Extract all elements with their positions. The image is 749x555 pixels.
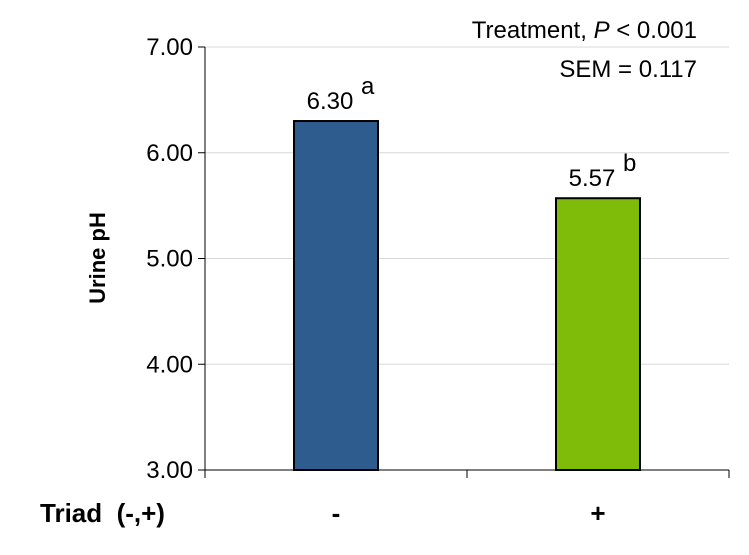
annotation-suffix: < 0.001 bbox=[610, 17, 697, 44]
sem-annotation: SEM = 0.117 bbox=[559, 56, 697, 83]
x-category-label: + bbox=[590, 498, 605, 528]
y-tick-label: 3.00 bbox=[146, 457, 193, 484]
y-tick-label: 7.00 bbox=[146, 34, 193, 61]
y-tick-label: 6.00 bbox=[146, 140, 193, 167]
x-axis-title: Triad (-,+) bbox=[40, 498, 165, 528]
significance-letter: b bbox=[623, 150, 636, 177]
gridlines bbox=[205, 46, 729, 365]
bar-value-label: 6.30 bbox=[307, 88, 354, 115]
labels: 3.00 4.00 5.00 6.00 7.00 6.30 a - 5.57 b + bbox=[146, 34, 636, 528]
bars bbox=[293, 120, 641, 472]
y-axis-label: Urine pH bbox=[85, 212, 110, 304]
annotation-prefix: Treatment, bbox=[472, 17, 594, 44]
bar bbox=[555, 197, 641, 471]
axes bbox=[198, 46, 730, 478]
bar bbox=[293, 120, 379, 472]
y-tick-label: 5.00 bbox=[146, 246, 193, 273]
significance-letter: a bbox=[361, 73, 375, 100]
annotation-p-symbol: P bbox=[594, 17, 610, 44]
y-tick-label: 4.00 bbox=[146, 351, 193, 378]
treatment-p-annotation: Treatment, P < 0.001 bbox=[472, 17, 697, 44]
bar-value-label: 5.57 bbox=[569, 165, 616, 192]
x-category-label: - bbox=[332, 498, 341, 528]
